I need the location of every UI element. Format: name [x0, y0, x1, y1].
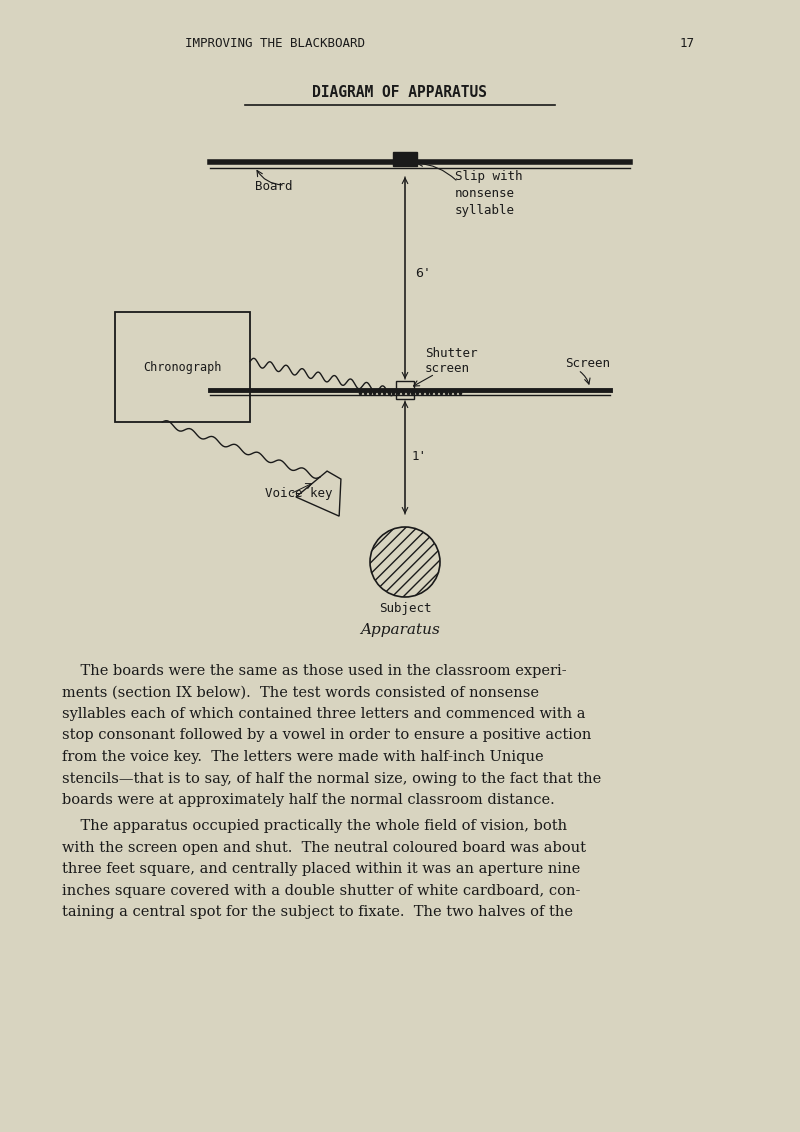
Text: Shutter: Shutter [425, 348, 478, 360]
Text: 17: 17 [680, 37, 695, 50]
Text: Subject: Subject [378, 602, 431, 615]
Text: ments (section IX below).  The test words consisted of nonsense: ments (section IX below). The test words… [62, 686, 539, 700]
Text: 1': 1' [412, 451, 427, 463]
Text: DIAGRAM OF APPARATUS: DIAGRAM OF APPARATUS [313, 85, 487, 100]
Text: Apparatus: Apparatus [360, 623, 440, 637]
Text: taining a central spot for the subject to fixate.  The two halves of the: taining a central spot for the subject t… [62, 906, 573, 919]
Text: IMPROVING THE BLACKBOARD: IMPROVING THE BLACKBOARD [185, 37, 365, 50]
Text: syllable: syllable [455, 204, 515, 217]
Text: with the screen open and shut.  The neutral coloured board was about: with the screen open and shut. The neutr… [62, 841, 586, 855]
Text: Voice key: Voice key [265, 487, 333, 500]
Text: stop consonant followed by a vowel in order to ensure a positive action: stop consonant followed by a vowel in or… [62, 729, 591, 743]
Bar [396, 381, 414, 398]
Text: stencils—that is to say, of half the normal size, owing to the fact that the: stencils—that is to say, of half the nor… [62, 772, 602, 786]
Text: Board: Board [255, 180, 293, 192]
Text: Screen: Screen [565, 357, 610, 370]
Bar [393, 152, 417, 166]
Text: nonsense: nonsense [455, 187, 515, 200]
Text: three feet square, and centrally placed within it was an aperture nine: three feet square, and centrally placed … [62, 863, 580, 876]
Text: syllables each of which contained three letters and commenced with a: syllables each of which contained three … [62, 708, 586, 721]
Text: from the voice key.  The letters were made with half-inch Unique: from the voice key. The letters were mad… [62, 751, 544, 764]
Text: boards were at approximately half the normal classroom distance.: boards were at approximately half the no… [62, 794, 554, 807]
Bar [115, 312, 250, 422]
Text: inches square covered with a double shutter of white cardboard, con-: inches square covered with a double shut… [62, 884, 580, 898]
Text: Slip with: Slip with [455, 170, 522, 183]
Text: The apparatus occupied practically the whole field of vision, both: The apparatus occupied practically the w… [62, 820, 567, 833]
Text: Chronograph: Chronograph [143, 360, 222, 374]
Text: screen: screen [425, 362, 470, 375]
Polygon shape [296, 471, 341, 516]
Text: 6': 6' [415, 267, 431, 280]
Circle shape [370, 528, 440, 597]
Text: The boards were the same as those used in the classroom experi-: The boards were the same as those used i… [62, 664, 566, 678]
